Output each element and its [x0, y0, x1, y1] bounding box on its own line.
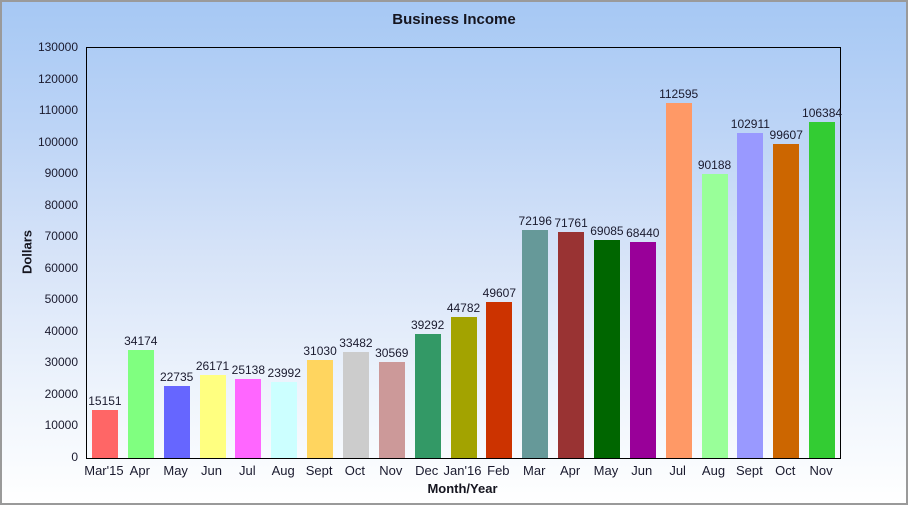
bar-Oct	[342, 352, 369, 458]
x-tick-label: May	[593, 463, 619, 478]
bar-Jun	[629, 242, 656, 458]
y-tick-label: 80000	[44, 197, 78, 212]
x-tick-label: Oct	[775, 463, 796, 478]
y-tick-label: 120000	[37, 71, 78, 86]
x-tick-label: Mar	[523, 463, 546, 478]
x-tick-label: Jun	[631, 463, 653, 478]
x-tick-label: Jan'16	[443, 463, 482, 478]
bar-value-label: 106384	[802, 106, 843, 120]
chart-title: Business Income	[392, 11, 516, 28]
bar-value-label: 44782	[446, 301, 481, 315]
bar-value-label: 33482	[339, 336, 373, 350]
x-tick-label: Nov	[809, 463, 833, 478]
x-tick-label: Dec	[415, 463, 439, 478]
x-tick-label: Mar'15	[84, 463, 124, 478]
x-tick-label: Aug	[701, 463, 726, 478]
bar-value-label: 90188	[697, 158, 732, 172]
bar-value-label: 23992	[267, 366, 301, 380]
bar-Aug	[271, 382, 298, 458]
y-tick-label: 20000	[44, 386, 78, 401]
bar-Oct	[773, 144, 800, 458]
y-tick-label: 30000	[44, 355, 78, 370]
x-tick-label: Sept	[305, 463, 333, 478]
bar-Jul	[235, 379, 262, 458]
plot-area: 15151 34174 22735 26171 25138 23992 31030 33482…	[86, 47, 843, 459]
x-tick-label: Sept	[735, 463, 763, 478]
y-tick-label: 0	[71, 450, 78, 464]
bar-value-label: 26171	[195, 359, 230, 373]
bar-Sept	[737, 133, 764, 458]
bar-Aug	[701, 174, 728, 458]
x-tick-label: Jun	[201, 463, 222, 478]
y-tick-label: 110000	[38, 103, 78, 118]
bar-Jun	[199, 375, 226, 458]
bar-Nov	[809, 122, 836, 458]
bar-value-label: 31030	[303, 344, 337, 358]
bar-Apr	[127, 350, 154, 458]
bar-Mar15	[91, 410, 118, 458]
bar-Feb	[486, 302, 513, 458]
bar-value-label: 49607	[482, 286, 517, 300]
y-tick-label: 90000	[44, 166, 78, 181]
x-tick-label: Apr	[129, 463, 150, 478]
x-tick-label: Aug	[271, 463, 295, 478]
bar-value-label: 68440	[626, 226, 660, 240]
x-tick-label: May	[163, 463, 188, 478]
x-tick-label: Nov	[379, 463, 403, 478]
bar-May	[593, 240, 620, 458]
bar-Dec	[414, 334, 441, 458]
bar-value-label: 102911	[730, 117, 770, 131]
bar-Mar	[522, 230, 549, 458]
y-tick-label: 50000	[44, 292, 78, 307]
bar-value-label: 72196	[518, 214, 552, 228]
x-tick-label: Jul	[239, 463, 256, 478]
bar-value-label: 25138	[231, 363, 266, 377]
x-tick-label: Jul	[669, 463, 686, 478]
bar-value-label: 71761	[554, 216, 588, 230]
bar-Sept	[307, 360, 334, 458]
x-tick-label: Oct	[344, 463, 366, 478]
bar-value-label: 69085	[590, 224, 624, 238]
bar-Jul	[665, 103, 692, 458]
y-tick-label: 100000	[37, 134, 78, 149]
x-tick-label: Feb	[487, 463, 510, 478]
bar-value-label: 22735	[159, 370, 194, 384]
bar-value-label: 34174	[124, 334, 158, 348]
bar-value-label: 15151	[88, 394, 122, 408]
y-tick-label: 60000	[44, 260, 78, 275]
bar-value-label: 112595	[659, 87, 699, 101]
x-axis-title: Month/Year	[427, 481, 498, 496]
y-tick-label: 10000	[44, 418, 78, 433]
bar-Nov	[378, 362, 405, 458]
bar-Jan16	[450, 317, 477, 458]
y-tick-label: 70000	[44, 229, 78, 244]
bar-Apr	[558, 232, 585, 458]
x-tick-label: Apr	[559, 463, 581, 478]
bar-value-label: 30569	[375, 346, 409, 360]
y-tick-label: 130000	[37, 40, 78, 54]
y-tick-label: 40000	[44, 323, 78, 338]
bar-May	[163, 386, 190, 458]
bar-value-label: 39292	[410, 318, 445, 332]
bar-value-label: 99607	[769, 128, 803, 142]
